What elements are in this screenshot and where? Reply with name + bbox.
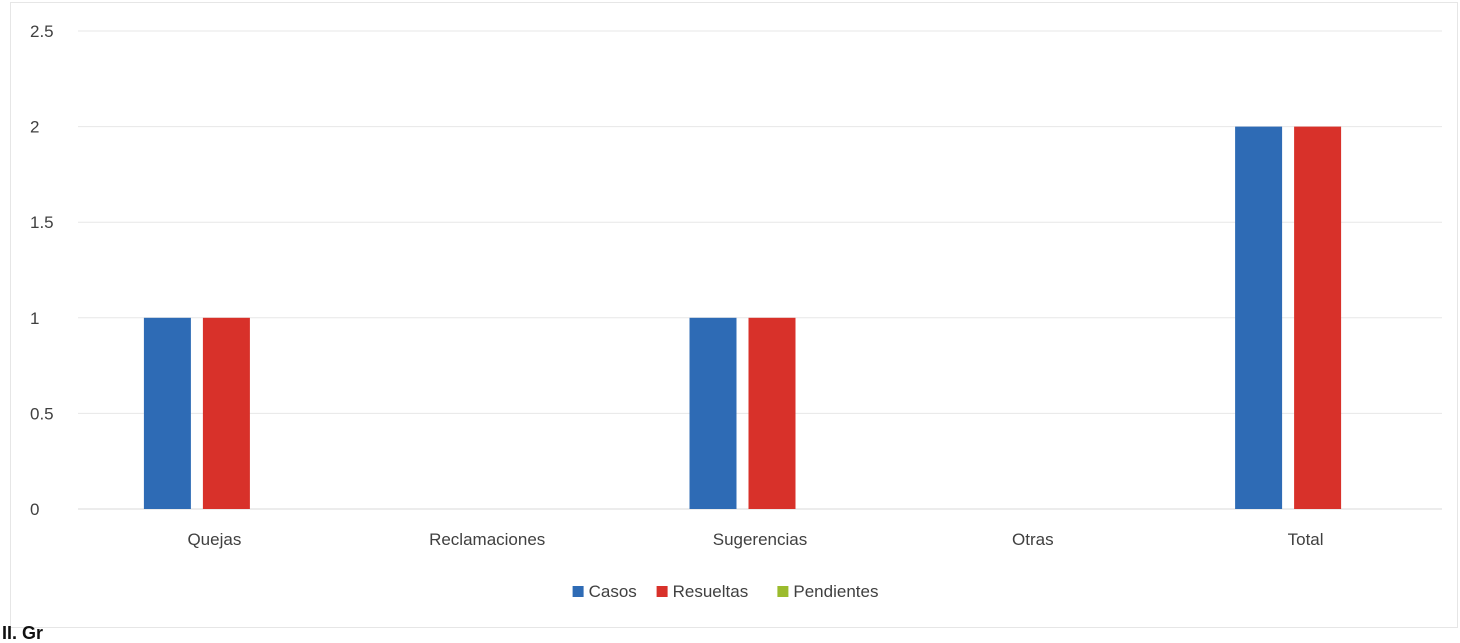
x-category-label: Otras	[1012, 530, 1054, 549]
legend-swatch-pendientes	[777, 586, 789, 597]
bar-casos-sugerencias	[689, 317, 737, 509]
chart-area	[10, 2, 1458, 628]
bar-casos-total	[1235, 126, 1283, 509]
legend-label-resueltas: Resueltas	[673, 582, 749, 601]
y-tick-label: 2.5	[30, 22, 54, 41]
y-tick-label: 1.5	[30, 213, 54, 232]
y-tick-label: 0	[30, 500, 39, 519]
bar-resueltas-quejas	[202, 317, 250, 509]
bar-resueltas-total	[1294, 126, 1342, 509]
x-category-label: Quejas	[187, 530, 241, 549]
cut-off-heading: II. Gr	[2, 623, 44, 643]
y-tick-label: 0.5	[30, 404, 54, 423]
legend-swatch-casos	[572, 586, 584, 597]
x-category-label: Sugerencias	[713, 530, 808, 549]
legend-label-pendientes: Pendientes	[793, 582, 878, 601]
x-category-label: Reclamaciones	[429, 530, 545, 549]
bar-casos-quejas	[143, 317, 191, 509]
legend-swatch-resueltas	[656, 586, 668, 597]
y-tick-label: 1	[30, 309, 39, 328]
bar-resueltas-sugerencias	[748, 317, 796, 509]
legend-label-casos: Casos	[589, 582, 637, 601]
x-category-label: Total	[1288, 530, 1324, 549]
y-tick-label: 2	[30, 118, 39, 137]
